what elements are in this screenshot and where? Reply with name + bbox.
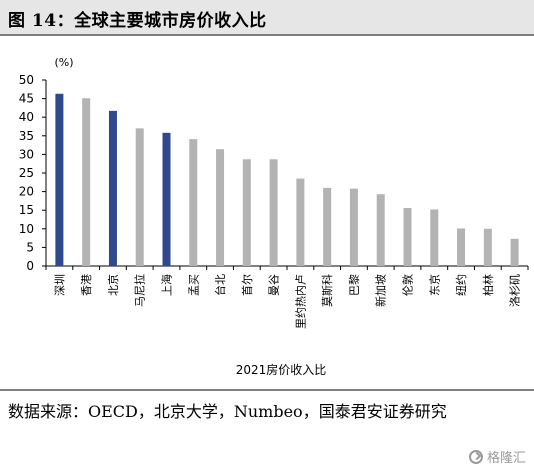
bar — [216, 149, 225, 266]
x-tick-label: 东京 — [427, 274, 441, 296]
x-tick-label: 首尔 — [240, 274, 254, 296]
y-tick-label: 0 — [26, 259, 34, 273]
bar — [483, 228, 492, 266]
x-tick-label: 新加坡 — [374, 274, 388, 307]
x-tick-label: 里约热内卢 — [293, 274, 307, 329]
x-tick-label: 孟买 — [187, 274, 200, 296]
x-tick-label: 上海 — [160, 274, 174, 296]
y-tick-label: 50 — [19, 73, 34, 87]
watermark: 格隆汇 — [468, 447, 526, 466]
y-tick-label: 10 — [19, 222, 34, 236]
y-tick-label: 40 — [19, 110, 34, 124]
x-tick-label: 莫斯科 — [320, 274, 334, 307]
x-tick-label: 北京 — [106, 274, 120, 296]
x-axis-label: 2021房价收入比 — [236, 362, 327, 377]
bar — [323, 187, 332, 266]
y-tick-label: 20 — [19, 185, 34, 199]
watermark-text: 格隆汇 — [486, 451, 526, 466]
x-tick-label: 洛杉矶 — [508, 274, 522, 307]
y-tick-label: 45 — [19, 92, 34, 106]
bar — [510, 238, 519, 266]
bar — [82, 98, 91, 266]
bar — [108, 110, 117, 266]
bar — [162, 132, 171, 266]
bar — [242, 159, 251, 266]
unit-label: (%) — [54, 56, 73, 69]
bar — [135, 128, 144, 266]
x-tick-label: 马尼拉 — [133, 274, 147, 307]
x-tick-label: 纽约 — [454, 274, 468, 296]
y-tick-label: 35 — [19, 129, 34, 143]
y-tick-label: 30 — [19, 147, 34, 161]
figure-title: 图 14：全球主要城市房价收入比 — [8, 11, 267, 31]
bar — [457, 228, 466, 266]
y-tick-label: 5 — [26, 240, 34, 254]
bar — [55, 93, 64, 266]
bar — [403, 207, 412, 266]
x-tick-label: 伦敦 — [401, 274, 415, 296]
y-tick-label: 25 — [19, 166, 34, 180]
bar — [296, 178, 305, 266]
bottom-rule — [0, 389, 534, 391]
bar-chart: (%) 0 5 10 15 20 25 30 35 40 45 50 深圳 香港 北京 马尼拉 上海 孟买 台北 首尔… — [19, 56, 529, 377]
source-note: 数据来源：OECD，北京大学，Numbeo，国泰君安证券研究 — [8, 402, 447, 421]
x-tick-label: 曼谷 — [268, 274, 281, 296]
bar — [349, 188, 358, 266]
x-tick-label: 柏林 — [481, 274, 495, 296]
bar — [430, 209, 439, 266]
x-tick-label: 深圳 — [53, 274, 66, 296]
gezhi-logo-icon — [468, 449, 483, 464]
x-tick-label: 巴黎 — [347, 274, 361, 296]
x-tick-label: 台北 — [213, 274, 227, 296]
bar — [269, 159, 278, 266]
bar — [189, 139, 198, 266]
top-rule — [0, 34, 534, 36]
title-bar: 图 14：全球主要城市房价收入比 — [0, 0, 534, 34]
bar — [376, 194, 385, 266]
y-tick-label: 15 — [19, 203, 34, 217]
x-tick-label: 香港 — [80, 274, 93, 296]
